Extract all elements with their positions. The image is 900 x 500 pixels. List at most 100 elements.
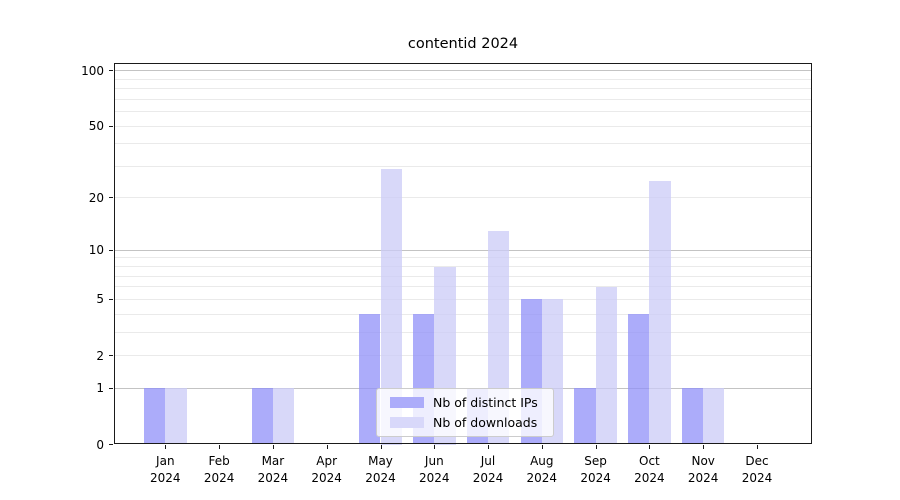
x-label-year: 2024 (526, 470, 558, 485)
x-label-year: 2024 (580, 470, 611, 485)
bar-distinct-ips-nov (681, 388, 704, 445)
legend-label-distinct-ips: Nb of distinct IPs (433, 395, 538, 411)
minor-gridline-9 (115, 257, 811, 259)
bar-downloads-mar (272, 388, 295, 445)
minor-gridline-70 (115, 98, 811, 100)
y-tick-label-2: 2 (96, 348, 104, 363)
y-tick-5 (109, 298, 113, 300)
y-tick-label-5: 5 (96, 292, 104, 307)
x-tick-label-sep: Sep 2024 (565, 453, 627, 487)
minor-gridline-2 (115, 355, 811, 356)
x-tick-label-jun: Jun 2024 (403, 453, 465, 487)
x-label-year: 2024 (687, 470, 719, 485)
bar-downloads-nov (703, 388, 725, 445)
y-tick-50 (109, 125, 113, 127)
y-tick-label-20: 20 (88, 190, 104, 205)
legend: Nb of distinct IPs Nb of downloads (376, 388, 554, 437)
x-tick-label-jan: Jan 2024 (134, 453, 196, 487)
legend-label-downloads: Nb of downloads (433, 414, 538, 430)
x-label-month: Apr (316, 453, 338, 468)
minor-gridline-80 (115, 88, 811, 90)
y-tick-label-50: 50 (88, 119, 104, 134)
y-tick-2 (109, 355, 113, 356)
minor-gridline-4 (115, 313, 811, 315)
bar-downloads-may (380, 169, 402, 445)
x-label-year: 2024 (203, 470, 235, 485)
x-label-month: Jun (424, 453, 444, 468)
minor-gridline-3 (115, 331, 811, 333)
x-tick-label-aug: Aug 2024 (511, 453, 573, 487)
x-tick-nov (703, 445, 705, 449)
x-label-year: 2024 (472, 470, 504, 485)
minor-gridline-20 (115, 197, 811, 199)
y-tick-10 (109, 249, 113, 251)
minor-gridline-6 (115, 286, 811, 288)
minor-gridline-30 (115, 165, 811, 167)
distinct-ips-color-swatch (390, 397, 424, 409)
plot-border (114, 63, 812, 444)
y-tick-label-1: 1 (96, 381, 104, 396)
x-tick-label-mar: Mar 2024 (242, 453, 304, 487)
x-label-year: 2024 (257, 470, 289, 485)
bar-distinct-ips-sep (574, 388, 596, 445)
minor-gridline-40 (115, 143, 811, 145)
x-tick-mar (272, 445, 274, 449)
x-label-year: 2024 (634, 470, 665, 485)
x-label-year: 2024 (419, 470, 450, 485)
minor-gridline-60 (115, 111, 811, 113)
y-tick-0 (109, 444, 113, 445)
y-tick-label-10: 10 (88, 243, 104, 258)
major-gridline-100 (115, 70, 811, 72)
x-label-month: Sep (584, 453, 607, 468)
minor-gridline-50 (115, 125, 811, 127)
x-tick-jan (165, 445, 167, 449)
y-tick-1 (109, 387, 113, 389)
x-tick-label-may: May 2024 (350, 453, 412, 487)
x-label-month: May (368, 453, 393, 468)
x-label-month: Aug (530, 453, 554, 468)
minor-gridline-8 (115, 266, 811, 268)
x-label-month: Feb (208, 453, 230, 468)
major-gridline-10 (115, 249, 811, 251)
legend-item-distinct-ips: Nb of distinct IPs (390, 393, 545, 413)
downloads-color-swatch (390, 416, 424, 428)
x-label-month: Dec (745, 453, 769, 468)
x-tick-sep (595, 445, 597, 449)
x-tick-label-nov: Nov 2024 (672, 453, 734, 487)
x-tick-oct (649, 445, 651, 449)
minor-gridline-90 (115, 78, 811, 80)
x-label-month: Jul (480, 453, 496, 468)
bar-downloads-jan (165, 388, 187, 445)
y-tick-label-0: 0 (96, 437, 104, 452)
x-tick-feb (219, 445, 221, 449)
x-tick-apr (326, 445, 328, 449)
y-tick-100 (109, 70, 113, 72)
x-label-month: Oct (639, 453, 660, 468)
x-tick-label-apr: Apr 2024 (296, 453, 358, 487)
x-label-month: Jan (156, 453, 175, 468)
x-label-month: Nov (691, 453, 715, 468)
minor-gridline-7 (115, 275, 811, 277)
x-tick-label-jul: Jul 2024 (457, 453, 519, 487)
bar-distinct-ips-mar (251, 388, 273, 445)
bar-distinct-ips-jan (144, 388, 166, 445)
x-tick-may (380, 445, 382, 449)
x-label-year: 2024 (311, 470, 342, 485)
x-tick-jun (434, 445, 436, 449)
minor-gridline-5 (115, 298, 811, 300)
y-tick-label-100: 100 (81, 63, 104, 78)
x-tick-jul (488, 445, 489, 449)
legend-item-downloads: Nb of downloads (390, 413, 545, 433)
y-tick-20 (109, 197, 113, 199)
bar-distinct-ips-may (359, 314, 381, 445)
x-label-year: 2024 (365, 470, 396, 485)
x-label-month: Mar (261, 453, 285, 468)
x-tick-label-dec: Dec 2024 (726, 453, 788, 487)
x-tick-label-oct: Oct 2024 (618, 453, 680, 487)
x-tick-label-feb: Feb 2024 (188, 453, 250, 487)
x-label-year: 2024 (741, 470, 773, 485)
bar-downloads-oct (649, 180, 671, 445)
x-tick-aug (541, 445, 543, 449)
bar-downloads-sep (595, 286, 617, 445)
